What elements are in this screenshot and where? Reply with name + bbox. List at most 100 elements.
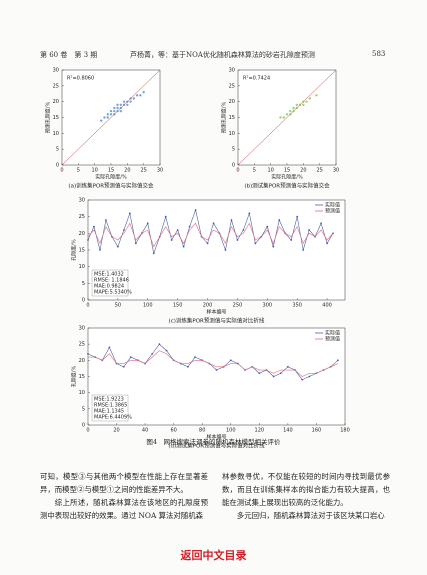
y-tick-label: 20 [229, 99, 235, 105]
marker [326, 242, 328, 245]
y-tick-label: 0 [56, 163, 59, 169]
x-tick-label: 5 [253, 168, 256, 174]
marker [105, 219, 107, 221]
paragraph: 综上所述，随机森林算法在该地区的孔隙度预测中表现出较好的效果。通过 NOA 算法… [40, 498, 208, 520]
marker [336, 359, 339, 362]
x-tick-label: 400 [322, 303, 332, 309]
page-number: 583 [372, 50, 386, 58]
marker [129, 356, 132, 358]
y-tick-label: 15 [229, 115, 235, 121]
y-tick-label: 0 [82, 298, 85, 304]
y-tick-label: 5 [82, 406, 85, 412]
y-tick-label: 25 [79, 214, 85, 220]
marker [108, 346, 111, 349]
paragraph: 林参数寻优，不仅能在较短的时间内寻找到最优参数，而且在训练集样本的拟合能力有较大… [222, 472, 390, 507]
y-tick-label: 5 [56, 147, 59, 153]
right-column: 林参数寻优，不仅能在较短的时间内寻找到最优参数，而且在训练集样本的拟合能力有较大… [222, 470, 390, 522]
marker [301, 378, 304, 381]
y-tick-label: 15 [53, 115, 59, 121]
annotation: R²=0.8060 [67, 76, 94, 82]
marker [151, 352, 154, 355]
marker [212, 222, 215, 225]
marker [194, 356, 196, 358]
x-tick-label: 160 [312, 428, 322, 434]
point [122, 103, 126, 107]
x-tick-label: 25 [316, 168, 322, 174]
point [132, 97, 136, 100]
x-tick-label: 120 [255, 428, 265, 434]
marker [229, 359, 232, 362]
marker [266, 225, 269, 228]
marker [152, 252, 155, 255]
y-tick-label: 30 [53, 68, 59, 74]
y-axis-label: 孔隙度/% [71, 239, 78, 261]
x-tick-label: 30 [157, 168, 163, 174]
point [126, 103, 129, 107]
marker [230, 219, 233, 221]
marker [272, 245, 275, 248]
x-axis-label: 实际孔隙度/% [271, 174, 303, 181]
x-tick-label: 10 [267, 168, 273, 174]
y-tick-label: 25 [53, 83, 59, 89]
paragraph: 可知，模型③与其他两个模型在性能上存在显著差异，而模型②与模型①之间的性能差异不… [40, 472, 208, 494]
annotation: R²=0.7424 [243, 76, 270, 82]
marker [176, 229, 179, 231]
point [292, 109, 295, 113]
x-tick-label: 0 [60, 168, 63, 174]
y-tick-label: 15 [79, 374, 85, 380]
x-tick-label: 350 [292, 303, 302, 309]
point [113, 113, 116, 116]
marker [122, 365, 125, 368]
x-tick-label: 40 [142, 428, 148, 434]
point [106, 116, 109, 119]
marker [308, 229, 311, 231]
point [305, 100, 308, 103]
point [116, 106, 119, 110]
stat: RMSE: 1.1846 [94, 278, 129, 284]
marker [242, 229, 245, 231]
y-tick-label: 10 [53, 131, 59, 137]
x-tick-label: 20 [113, 428, 119, 434]
stat: MSE:1.4032 [94, 272, 124, 278]
x-tick-label: 0 [86, 303, 89, 309]
point [285, 113, 289, 116]
point [119, 106, 123, 110]
point [289, 113, 292, 116]
left-column: 可知，模型③与其他两个模型在性能上存在显著差异，而模型②与模型①之间的性能差异不… [40, 470, 208, 522]
marker [320, 222, 322, 225]
y-tick-label: 10 [79, 264, 85, 270]
x-tick-label: 15 [108, 168, 114, 174]
marker [194, 209, 197, 211]
y-tick-label: 20 [79, 358, 85, 364]
y-tick-label: 10 [79, 390, 85, 396]
point [295, 106, 298, 110]
marker [158, 343, 161, 346]
marker [87, 239, 89, 241]
y-tick-label: 30 [229, 68, 235, 74]
point [142, 90, 145, 94]
point [122, 100, 126, 103]
marker [146, 222, 149, 225]
y-tick-label: 15 [79, 248, 85, 254]
point [139, 94, 142, 97]
back-link[interactable]: 返回中文目录 [180, 549, 247, 562]
marker [236, 239, 239, 241]
marker [286, 365, 289, 368]
point [308, 97, 312, 100]
x-tick-label: 20 [300, 168, 306, 174]
point [109, 109, 113, 113]
marker [170, 239, 173, 241]
x-axis-label: 样本编号 [206, 309, 226, 316]
x-tick-label: 15 [284, 168, 290, 174]
x-tick-label: 300 [263, 303, 273, 309]
x-tick-label: 200 [203, 303, 213, 309]
stat: MAPE:5.5340% [94, 290, 132, 296]
point [116, 109, 119, 113]
legend-label: 实际值 [325, 330, 340, 337]
stat: MAE:1.1345 [94, 409, 124, 415]
marker [187, 365, 189, 368]
stat: MAE:0.9824 [94, 284, 124, 290]
point [126, 100, 129, 103]
